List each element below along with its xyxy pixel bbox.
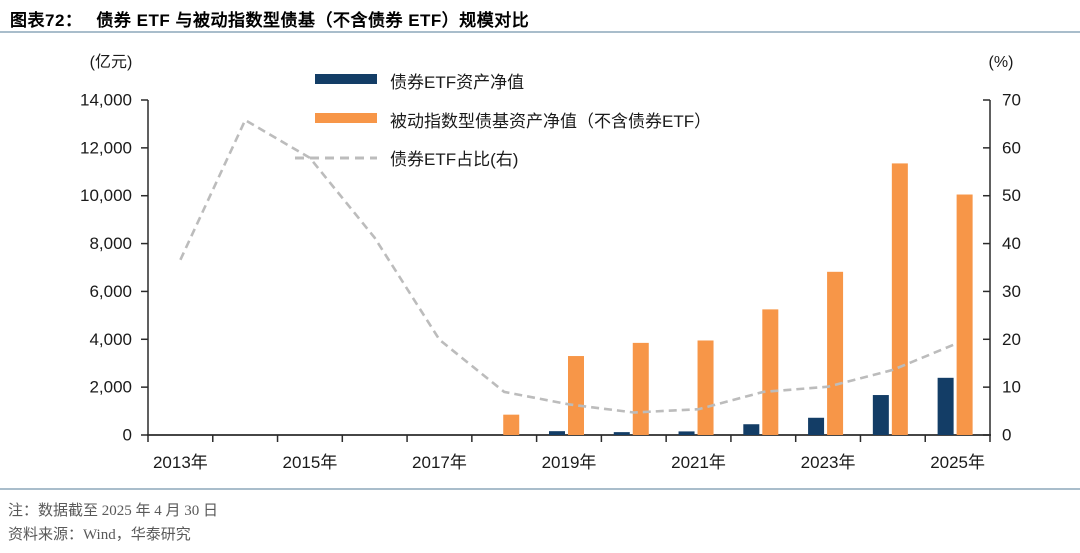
ratio-dashed-line bbox=[179, 118, 959, 414]
bar-passive-index-2021年 bbox=[697, 340, 714, 435]
right-axis-unit-label: (%) bbox=[989, 54, 1014, 71]
bar-bond-etf-2025年 bbox=[937, 377, 954, 435]
right-axis-tick-label: 10 bbox=[1002, 378, 1021, 397]
right-axis-tick-label: 20 bbox=[1002, 330, 1021, 349]
x-axis-tick-label: 2015年 bbox=[283, 453, 338, 472]
bar-passive-index-2018年 bbox=[503, 414, 520, 435]
right-axis-tick-label: 40 bbox=[1002, 234, 1021, 253]
legend-swatch-bond-etf bbox=[315, 74, 377, 84]
x-axis-tick-label: 2021年 bbox=[671, 453, 726, 472]
bar-passive-index-2019年 bbox=[568, 356, 584, 435]
title-divider bbox=[0, 31, 1080, 33]
legend-swatch-passive-index bbox=[315, 113, 377, 123]
right-axis-tick-label: 0 bbox=[1002, 426, 1011, 445]
bond-etf-scale-chart: 0 2,000 4,000 6,000 8,000 10,000 12,000 14,000 0… bbox=[80, 53, 1021, 472]
bar-passive-index-2025年 bbox=[956, 194, 973, 435]
footnote: 注：数据截至 2025 年 4 月 30 日 bbox=[8, 503, 219, 519]
footer-divider bbox=[0, 488, 1080, 490]
bar-bond-etf-2024年 bbox=[872, 395, 889, 435]
x-axis-tick-label: 2013年 bbox=[153, 453, 208, 472]
source-note: 资料来源：Wind，华泰研究 bbox=[8, 527, 191, 543]
x-axis-tick-label: 2023年 bbox=[801, 453, 856, 472]
left-axis-tick-label: 10,000 bbox=[80, 186, 132, 205]
bar-passive-index-2022年 bbox=[762, 309, 779, 435]
right-axis-tick-label: 50 bbox=[1002, 186, 1021, 205]
x-axis-tick-label: 2025年 bbox=[930, 453, 985, 472]
bar-passive-index-2020年 bbox=[632, 342, 649, 435]
bar-bond-etf-2019年 bbox=[549, 431, 565, 435]
legend-label-passive-index: 被动指数型债基资产净值（不含债券ETF） bbox=[390, 112, 711, 131]
bar-passive-index-2023年 bbox=[827, 271, 844, 435]
legend-label-ratio-line: 债券ETF占比(右) bbox=[390, 150, 518, 169]
figure-title-text: 债券 ETF 与被动指数型债基（不含债券 ETF）规模对比 bbox=[96, 11, 530, 30]
left-axis-tick-label: 0 bbox=[123, 426, 132, 445]
left-axis-tick-label: 6,000 bbox=[89, 282, 132, 301]
bar-bond-etf-2023年 bbox=[808, 417, 825, 435]
right-axis-tick-label: 70 bbox=[1002, 91, 1021, 110]
figure-number-label: 图表72： bbox=[10, 11, 83, 30]
x-axis-tick-label: 2017年 bbox=[412, 453, 467, 472]
figure-title: 图表72： 债券 ETF 与被动指数型债基（不含债券 ETF）规模对比 bbox=[10, 6, 529, 31]
legend-label-bond-etf: 债券ETF资产净值 bbox=[390, 73, 524, 92]
bar-bond-etf-2021年 bbox=[678, 431, 695, 435]
x-axis-tick-label: 2019年 bbox=[542, 453, 597, 472]
left-axis-unit-label: (亿元) bbox=[90, 53, 133, 71]
right-axis-tick-label: 30 bbox=[1002, 282, 1021, 301]
bar-bond-etf-2020年 bbox=[613, 432, 630, 435]
left-axis-tick-label: 2,000 bbox=[89, 378, 132, 397]
left-axis-tick-label: 4,000 bbox=[89, 330, 132, 349]
left-axis-tick-label: 12,000 bbox=[80, 138, 132, 157]
right-axis-tick-label: 60 bbox=[1002, 138, 1021, 157]
left-axis-tick-label: 8,000 bbox=[89, 234, 132, 253]
left-axis-tick-label: 14,000 bbox=[80, 91, 132, 110]
bar-passive-index-2024年 bbox=[891, 163, 908, 436]
bar-bond-etf-2022年 bbox=[743, 424, 760, 435]
